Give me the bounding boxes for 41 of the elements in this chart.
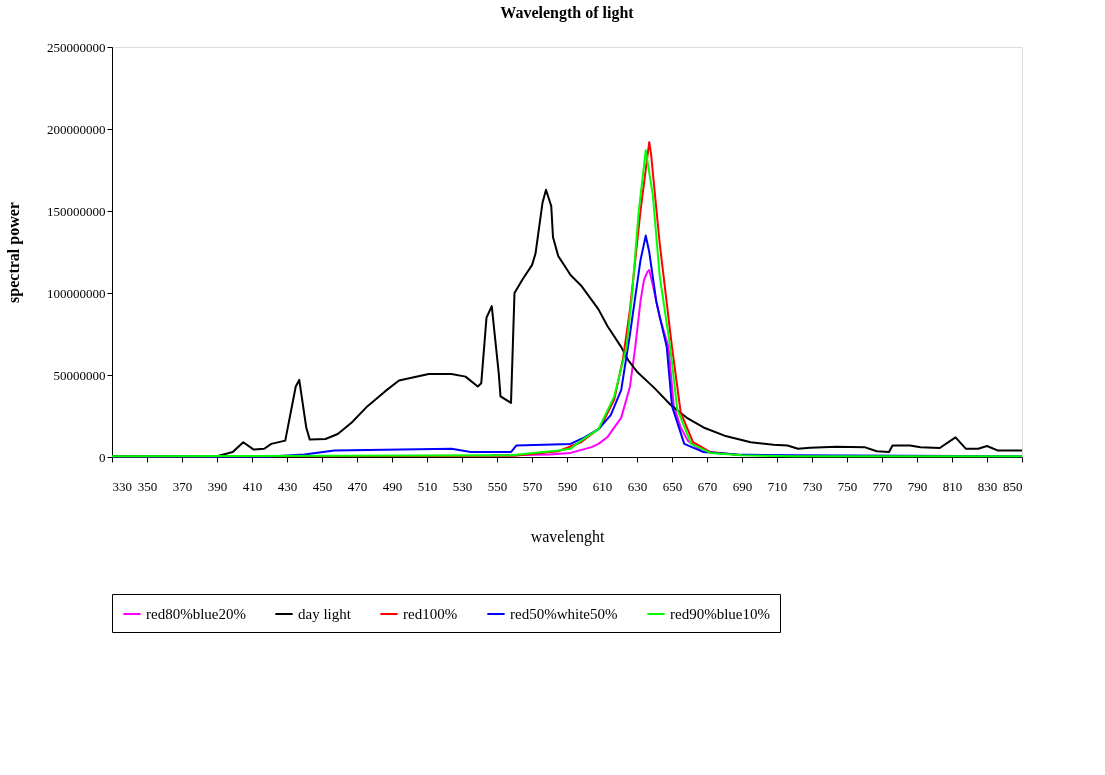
x-tick-label: 750 <box>837 478 858 494</box>
x-tick-label: 530 <box>452 478 473 494</box>
x-tick-label: 330 <box>112 478 132 494</box>
y-tick-label: 150000000 <box>47 203 106 219</box>
chart-title: Wavelength of light <box>500 4 635 22</box>
y-axis-title: spectral power <box>5 202 23 303</box>
x-tick-label: 410 <box>242 478 263 494</box>
x-tick-label: 510 <box>417 478 438 494</box>
x-tick-label: 670 <box>697 478 718 494</box>
legend-label: red50%white50% <box>510 606 618 622</box>
x-tick-label: 370 <box>172 478 193 494</box>
x-tick-label: 650 <box>662 478 683 494</box>
x-tick-label: 710 <box>767 478 788 494</box>
x-tick-label: 550 <box>487 478 508 494</box>
legend-label: red100% <box>403 606 458 622</box>
legend-label: day light <box>298 606 352 622</box>
x-tick-label: 850 <box>1003 478 1023 494</box>
y-tick-label: 50000000 <box>53 367 106 383</box>
x-tick-label: 690 <box>732 478 753 494</box>
y-tick-label: 200000000 <box>47 121 106 137</box>
y-tick-label: 250000000 <box>47 39 106 55</box>
legend-label: red90%blue10% <box>670 606 770 622</box>
x-tick-label: 470 <box>347 478 368 494</box>
y-tick-label: 100000000 <box>47 285 106 301</box>
legend-label: red80%blue20% <box>146 606 246 622</box>
x-tick-label: 830 <box>977 478 998 494</box>
x-tick-label: 490 <box>382 478 403 494</box>
x-tick-label: 730 <box>802 478 823 494</box>
x-tick-label: 450 <box>312 478 333 494</box>
x-tick-label: 790 <box>907 478 928 494</box>
x-tick-label: 390 <box>207 478 228 494</box>
x-axis-title: wavelenght <box>530 527 605 546</box>
x-tick-label: 630 <box>627 478 648 494</box>
y-tick-label: 0 <box>99 449 106 465</box>
x-tick-label: 610 <box>592 478 613 494</box>
x-tick-label: 590 <box>557 478 578 494</box>
x-tick-label: 570 <box>522 478 543 494</box>
x-tick-label: 770 <box>872 478 893 494</box>
x-tick-label: 810 <box>942 478 963 494</box>
x-tick-label: 430 <box>277 478 298 494</box>
x-tick-label: 350 <box>137 478 158 494</box>
